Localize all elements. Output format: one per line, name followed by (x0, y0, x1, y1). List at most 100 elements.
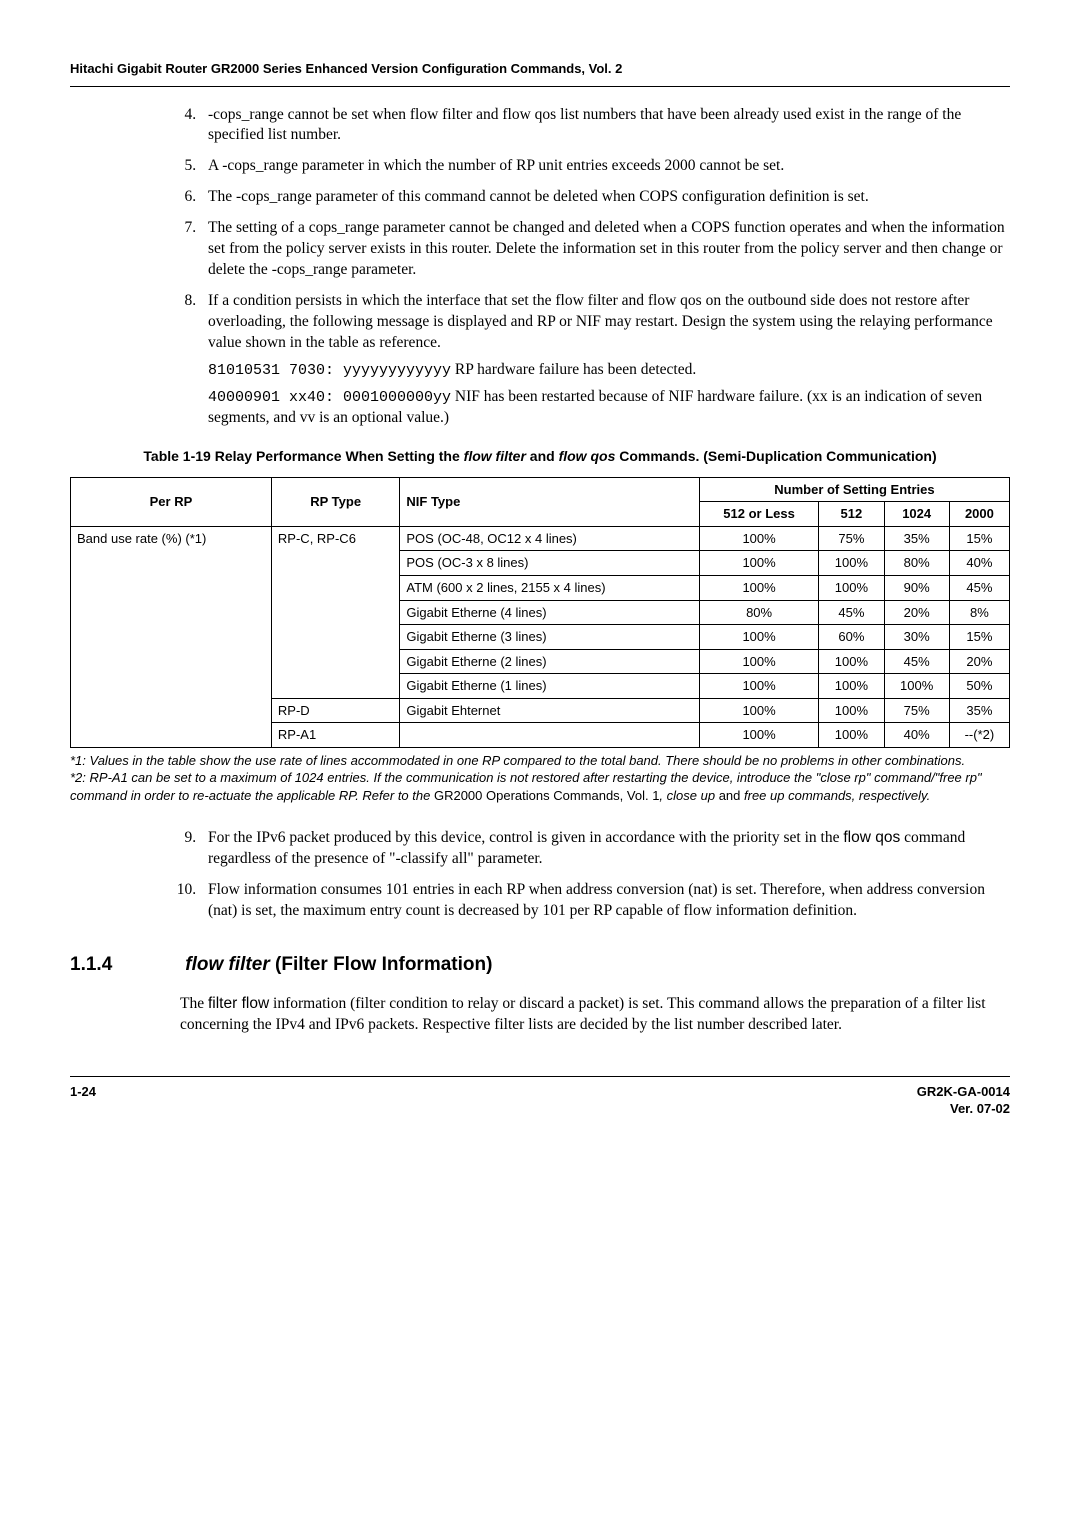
page-footer: 1-24 GR2K-GA-0014 Ver. 07-02 (70, 1076, 1010, 1118)
list-text: If a condition persists in which the int… (208, 292, 993, 351)
td-val: 100% (819, 551, 884, 576)
para-sans: filter flow (208, 995, 269, 1012)
fn-text: free up (740, 788, 788, 803)
para-text: The (180, 995, 208, 1012)
td-val: 100% (699, 526, 818, 551)
list-item: If a condition persists in which the int… (200, 291, 1010, 429)
td-nif: Gigabit Etherne (1 lines) (400, 674, 700, 699)
th-rp-type: RP Type (271, 477, 399, 526)
code-line: 81010531 7030: yyyyyyyyyyyy RP hardware … (208, 360, 1010, 381)
td-nif: ATM (600 x 2 lines, 2155 x 4 lines) (400, 575, 700, 600)
td-val: 100% (699, 698, 818, 723)
performance-table: Per RP RP Type NIF Type Number of Settin… (70, 477, 1010, 748)
list-text: The setting of a cops_range parameter ca… (208, 219, 1005, 278)
td-val: 15% (949, 526, 1009, 551)
footer-doc-id: GR2K-GA-0014 (917, 1083, 1010, 1101)
caption-italic: flow qos (559, 448, 616, 464)
footer-page-number: 1-24 (70, 1083, 96, 1118)
td-nif: Gigabit Etherne (4 lines) (400, 600, 700, 625)
th-512: 512 (819, 502, 884, 527)
list-item: -cops_range cannot be set when flow filt… (200, 105, 1010, 147)
td-rp-c: RP-C, RP-C6 (271, 526, 399, 698)
td-val: 20% (884, 600, 949, 625)
table-footnotes: *1: Values in the table show the use rat… (70, 752, 1010, 805)
list-text: Flow information consumes 101 entries in… (208, 881, 985, 919)
section-paragraph: The filter flow information (filter cond… (180, 994, 1010, 1036)
numbered-list: -cops_range cannot be set when flow filt… (70, 105, 1010, 430)
caption-italic: flow filter (464, 448, 526, 464)
para-text: information (filter condition to relay o… (180, 995, 986, 1033)
list-text: The -cops_range parameter of this comman… (208, 188, 869, 205)
th-512less: 512 or Less (699, 502, 818, 527)
td-val: 75% (819, 526, 884, 551)
list-sans: flow qos (843, 829, 900, 846)
td-val: 45% (884, 649, 949, 674)
td-val: --(*2) (949, 723, 1009, 748)
list-item: Flow information consumes 101 entries in… (200, 880, 1010, 922)
list-text: -cops_range cannot be set when flow filt… (208, 106, 961, 144)
code-text: 40000901 xx40: 0001000000yy (208, 389, 451, 406)
td-val: 100% (819, 674, 884, 699)
td-val: 100% (699, 649, 818, 674)
td-val: 40% (884, 723, 949, 748)
header-title: Hitachi Gigabit Router GR2000 Series Enh… (70, 61, 622, 76)
page-header: Hitachi Gigabit Router GR2000 Series Enh… (70, 60, 1010, 87)
td-val: 60% (819, 625, 884, 650)
th-2000: 2000 (949, 502, 1009, 527)
list-item: The -cops_range parameter of this comman… (200, 187, 1010, 208)
td-val: 40% (949, 551, 1009, 576)
caption-text: and (526, 448, 559, 464)
td-val: 100% (819, 723, 884, 748)
table-caption: Table 1-19 Relay Performance When Settin… (70, 447, 1010, 467)
td-val: 100% (699, 551, 818, 576)
list-text: A -cops_range parameter in which the num… (208, 157, 784, 174)
section-heading: 1.1.4 flow filter (Filter Flow Informati… (70, 952, 1010, 978)
td-val: 80% (699, 600, 818, 625)
table-header-row: Per RP RP Type NIF Type Number of Settin… (71, 477, 1010, 502)
td-rp-a1: RP-A1 (271, 723, 399, 748)
code-desc: RP hardware failure has been detected. (451, 361, 696, 378)
td-val: 100% (699, 674, 818, 699)
section-number: 1.1.4 (70, 952, 180, 978)
td-val: 100% (699, 575, 818, 600)
code-line: 40000901 xx40: 0001000000yy NIF has been… (208, 387, 1010, 429)
td-val: 75% (884, 698, 949, 723)
code-text: 81010531 7030: yyyyyyyyyyyy (208, 362, 451, 379)
td-val: 100% (819, 698, 884, 723)
td-nif: POS (OC-3 x 8 lines) (400, 551, 700, 576)
fn-text: commands, respectively. (788, 788, 930, 803)
td-nif (400, 723, 700, 748)
td-val: 35% (884, 526, 949, 551)
td-nif: Gigabit Ehternet (400, 698, 700, 723)
section-title-rest: (Filter Flow Information) (270, 954, 493, 975)
td-val: 100% (884, 674, 949, 699)
td-val: 100% (699, 723, 818, 748)
td-rp-d: RP-D (271, 698, 399, 723)
td-nif: Gigabit Etherne (3 lines) (400, 625, 700, 650)
list-text: For the IPv6 packet produced by this dev… (208, 829, 843, 846)
td-band-use: Band use rate (%) (*1) (71, 526, 272, 747)
th-entries: Number of Setting Entries (699, 477, 1009, 502)
td-nif: POS (OC-48, OC12 x 4 lines) (400, 526, 700, 551)
td-val: 100% (819, 649, 884, 674)
table-row: Band use rate (%) (*1) RP-C, RP-C6 POS (… (71, 526, 1010, 551)
td-val: 15% (949, 625, 1009, 650)
td-val: 80% (884, 551, 949, 576)
th-1024: 1024 (884, 502, 949, 527)
th-nif-type: NIF Type (400, 477, 700, 526)
td-val: 30% (884, 625, 949, 650)
caption-text: Commands. (Semi-Duplication Communicatio… (615, 448, 936, 464)
td-val: 8% (949, 600, 1009, 625)
footer-right: GR2K-GA-0014 Ver. 07-02 (917, 1083, 1010, 1118)
td-val: 45% (949, 575, 1009, 600)
td-val: 100% (819, 575, 884, 600)
fn-text: , close up (659, 788, 718, 803)
td-val: 50% (949, 674, 1009, 699)
th-per-rp: Per RP (71, 477, 272, 526)
footnote-2: *2: RP-A1 can be set to a maximum of 102… (70, 769, 1010, 804)
td-val: 100% (699, 625, 818, 650)
td-val: 20% (949, 649, 1009, 674)
caption-text: Table 1-19 Relay Performance When Settin… (143, 448, 463, 464)
footnote-1: *1: Values in the table show the use rat… (70, 752, 1010, 770)
td-val: 45% (819, 600, 884, 625)
